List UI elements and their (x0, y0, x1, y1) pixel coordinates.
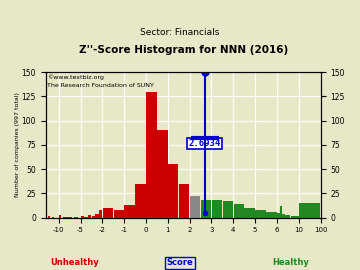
Text: Sector: Financials: Sector: Financials (140, 28, 220, 37)
Bar (291, 216, 293, 218)
Bar (201, 200, 211, 218)
Bar (288, 215, 291, 218)
Bar (146, 92, 157, 218)
Bar (70, 217, 72, 218)
Bar (212, 200, 222, 218)
Bar (293, 216, 296, 218)
Bar (91, 216, 95, 218)
Y-axis label: Number of companies (997 total): Number of companies (997 total) (15, 92, 20, 197)
Bar (59, 215, 61, 218)
Bar (84, 217, 88, 218)
Bar (222, 201, 233, 218)
Bar (125, 205, 135, 218)
Text: Healthy: Healthy (273, 258, 310, 267)
Bar (63, 217, 65, 218)
Title: Z''-Score Histogram for NNN (2016): Z''-Score Histogram for NNN (2016) (78, 45, 288, 55)
Text: ©www.textbiz.org: ©www.textbiz.org (47, 74, 104, 80)
Text: Score: Score (167, 258, 193, 267)
Bar (81, 216, 84, 218)
Bar (95, 214, 99, 218)
Bar (179, 184, 189, 218)
Bar (244, 208, 255, 218)
Bar (266, 212, 276, 218)
Text: Unhealthy: Unhealthy (50, 258, 99, 267)
Bar (88, 215, 91, 218)
Bar (280, 206, 282, 218)
Bar (277, 213, 280, 218)
Bar (255, 210, 266, 218)
Bar (113, 210, 124, 218)
Bar (65, 217, 67, 218)
Bar (282, 214, 285, 218)
Bar (300, 203, 320, 218)
Bar (48, 216, 50, 218)
Text: 2.6934: 2.6934 (189, 139, 221, 148)
Bar (168, 164, 179, 218)
Text: The Research Foundation of SUNY: The Research Foundation of SUNY (47, 83, 154, 88)
Bar (103, 208, 113, 218)
Bar (190, 196, 200, 218)
Bar (52, 217, 54, 218)
Bar (135, 184, 146, 218)
Bar (296, 216, 299, 218)
Bar (285, 215, 288, 218)
Bar (157, 130, 167, 218)
Bar (74, 217, 76, 218)
Bar (67, 217, 69, 218)
Bar (99, 210, 102, 218)
Bar (234, 204, 244, 218)
Bar (76, 217, 78, 218)
